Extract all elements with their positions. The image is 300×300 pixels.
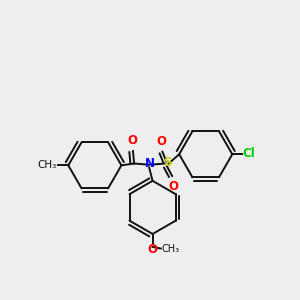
Text: N: N — [145, 157, 155, 170]
Text: O: O — [148, 243, 158, 256]
Text: CH₃: CH₃ — [38, 160, 57, 170]
Text: Cl: Cl — [243, 147, 255, 160]
Text: S: S — [163, 156, 171, 169]
Text: O: O — [168, 180, 178, 193]
Text: O: O — [156, 135, 167, 148]
Text: CH₃: CH₃ — [162, 244, 180, 254]
Text: O: O — [127, 134, 137, 147]
